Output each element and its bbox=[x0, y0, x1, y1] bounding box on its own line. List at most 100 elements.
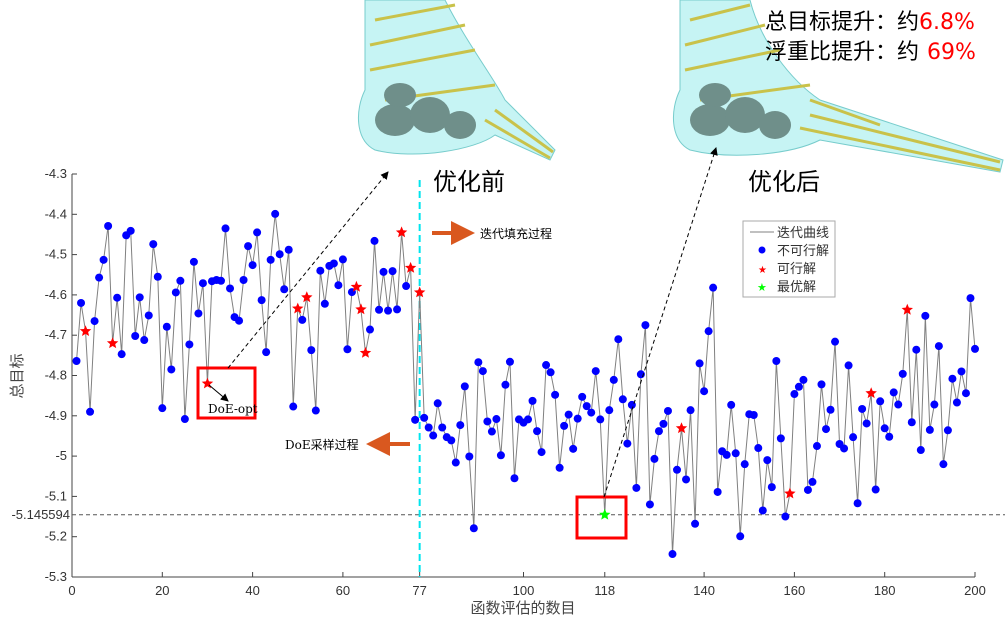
infeasible-solution-marker bbox=[650, 454, 659, 463]
best-value-tick-label: -5.145594 bbox=[11, 507, 70, 522]
infeasible-solution-marker bbox=[189, 257, 198, 266]
infeasible-solution-marker bbox=[384, 306, 393, 315]
infeasible-solution-marker bbox=[316, 266, 325, 275]
doe-opt-pointer-arrow bbox=[208, 384, 229, 402]
infeasible-solution-marker bbox=[609, 375, 618, 384]
infeasible-solution-marker bbox=[289, 402, 298, 411]
best-solution-marker bbox=[599, 508, 611, 520]
infeasible-solution-marker bbox=[632, 483, 641, 492]
infeasible-solution-marker bbox=[194, 309, 203, 318]
y-tick-label: -5.2 bbox=[45, 529, 67, 544]
infeasible-solution-marker bbox=[271, 209, 280, 218]
infeasible-solution-marker bbox=[894, 400, 903, 409]
infeasible-solution-marker bbox=[239, 275, 248, 284]
doe-opt-label: DoE-opt bbox=[208, 402, 258, 416]
infeasible-solution-marker bbox=[966, 294, 975, 303]
infeasible-solution-marker bbox=[438, 423, 447, 432]
infeasible-solution-marker bbox=[393, 305, 402, 314]
infeasible-solution-marker bbox=[844, 361, 853, 370]
infeasible-solution-marker bbox=[537, 448, 546, 457]
after-link-arrow bbox=[603, 147, 718, 498]
infeasible-solution-marker bbox=[763, 456, 772, 465]
infeasible-solution-marker bbox=[560, 421, 569, 430]
infeasible-solution-marker bbox=[939, 460, 948, 469]
infeasible-solution-marker bbox=[329, 259, 338, 268]
x-tick-label: 77 bbox=[412, 583, 426, 598]
infeasible-solution-marker bbox=[808, 477, 817, 486]
infeasible-solution-marker bbox=[456, 421, 465, 430]
infeasible-solution-marker bbox=[686, 406, 695, 415]
infeasible-solution-marker bbox=[144, 311, 153, 320]
infeasible-solution-marker bbox=[871, 485, 880, 494]
infeasible-solution-marker bbox=[749, 410, 758, 419]
infeasible-solution-marker bbox=[682, 475, 691, 484]
infeasible-solution-marker bbox=[961, 389, 970, 398]
infeasible-solution-marker bbox=[429, 431, 438, 440]
objective-improvement-value: 6.8% bbox=[919, 10, 975, 35]
infeasible-solution-marker bbox=[478, 367, 487, 376]
y-tick-label: -5 bbox=[55, 448, 67, 463]
infeasible-solution-marker bbox=[524, 415, 533, 424]
feasible-solution-marker bbox=[865, 387, 877, 399]
infeasible-solution-marker bbox=[569, 444, 578, 453]
infeasible-solution-marker bbox=[912, 345, 921, 354]
infeasible-solution-marker bbox=[311, 406, 320, 415]
infeasible-solution-marker bbox=[149, 240, 158, 249]
infeasible-solution-marker bbox=[185, 340, 194, 349]
infeasible-solution-marker bbox=[284, 245, 293, 254]
infeasible-solution-marker bbox=[501, 380, 510, 389]
buoyancy-weight-improvement-text: 浮重比提升：约 69% bbox=[765, 40, 976, 65]
infeasible-solution-marker bbox=[618, 395, 627, 404]
infeasible-solution-marker bbox=[167, 365, 176, 374]
infeasible-solution-marker bbox=[614, 335, 623, 344]
infeasible-solution-marker bbox=[578, 392, 587, 401]
infeasible-solution-marker bbox=[492, 415, 501, 424]
infeasible-solution-marker bbox=[469, 524, 478, 533]
buoyancy-weight-improvement-value: 69% bbox=[927, 40, 976, 65]
infeasible-solution-marker bbox=[605, 406, 614, 415]
infeasible-solution-marker bbox=[831, 337, 840, 346]
infeasible-solution-marker bbox=[235, 316, 244, 325]
x-tick-label: 160 bbox=[784, 583, 806, 598]
infeasible-solution-marker bbox=[533, 427, 542, 436]
infeasible-solution-marker bbox=[727, 400, 736, 409]
infeasible-solution-marker bbox=[505, 357, 514, 366]
legend-dot-swatch bbox=[758, 246, 766, 254]
infeasible-solution-marker bbox=[889, 388, 898, 397]
infeasible-solution-marker bbox=[736, 532, 745, 541]
legend-item-feasible: 可行解 bbox=[777, 262, 816, 277]
infeasible-solution-marker bbox=[645, 500, 654, 509]
x-tick-label: 118 bbox=[594, 583, 615, 598]
infeasible-solution-marker bbox=[898, 369, 907, 378]
before-link-arrow bbox=[227, 171, 389, 369]
infeasible-solution-marker bbox=[180, 415, 189, 424]
infeasible-solution-marker bbox=[447, 436, 456, 445]
infeasible-solution-marker bbox=[131, 332, 140, 341]
infeasible-solution-marker bbox=[113, 293, 122, 302]
infeasible-solution-marker bbox=[812, 442, 821, 451]
y-tick-label: -5.3 bbox=[45, 569, 67, 584]
infeasible-solution-marker bbox=[257, 296, 266, 305]
infeasible-solution-marker bbox=[542, 361, 551, 370]
feasible-solution-marker bbox=[301, 291, 313, 303]
infeasible-solution-marker bbox=[546, 368, 555, 377]
feasible-solution-marker bbox=[355, 303, 367, 315]
infeasible-solution-marker bbox=[158, 404, 167, 413]
infeasible-solution-marker bbox=[343, 345, 352, 354]
infeasible-solution-marker bbox=[338, 255, 347, 264]
infeasible-solution-marker bbox=[379, 267, 388, 276]
infeasible-solution-marker bbox=[90, 317, 99, 326]
objective-improvement-text: 总目标提升：约6.8% bbox=[765, 10, 975, 35]
x-tick-label: 20 bbox=[155, 583, 169, 598]
infeasible-solution-marker bbox=[460, 382, 469, 391]
infeasible-solution-marker bbox=[171, 288, 180, 297]
infeasible-solution-marker bbox=[934, 342, 943, 351]
infeasible-solution-marker bbox=[528, 396, 537, 405]
infeasible-solution-marker bbox=[862, 419, 871, 428]
infeasible-solution-marker bbox=[691, 519, 700, 528]
infeasible-solution-marker bbox=[298, 315, 307, 324]
infeasible-solution-marker bbox=[754, 444, 763, 453]
x-tick-label: 60 bbox=[336, 583, 350, 598]
y-tick-label: -4.9 bbox=[45, 408, 67, 423]
buoyancy-weight-improvement-label: 浮重比提升：约 bbox=[765, 40, 919, 65]
